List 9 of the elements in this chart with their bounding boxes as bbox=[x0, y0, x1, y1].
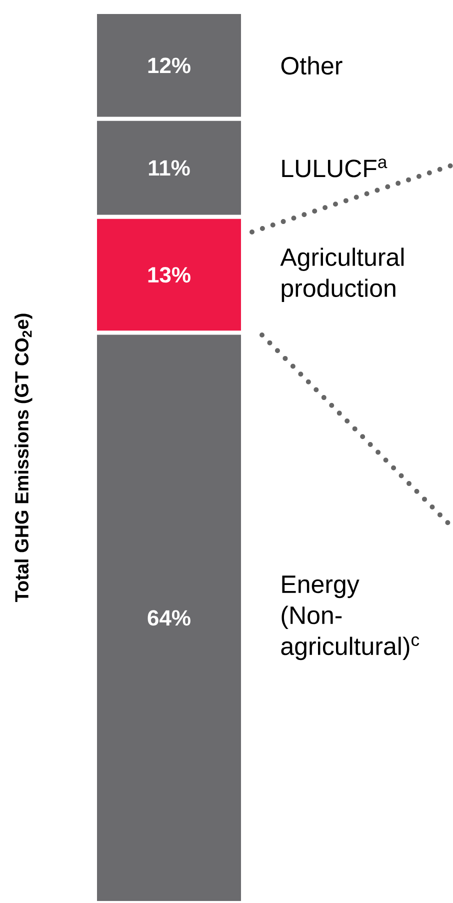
series-label: Other bbox=[281, 56, 342, 75]
data-label: 64% bbox=[148, 610, 190, 626]
series-label: Energy (Non-agricultural)$^{c}$ bbox=[281, 576, 420, 660]
data-label: 11% bbox=[148, 160, 190, 176]
series-label: Agricultural production bbox=[280, 248, 404, 302]
data-label: 13% bbox=[148, 267, 190, 283]
y-axis-title: Total GHG Emissions (GT CO$_{2}$e) bbox=[14, 314, 32, 602]
data-label: 12% bbox=[148, 58, 190, 74]
series-label: LULUCF$^{a}$ bbox=[282, 158, 388, 178]
